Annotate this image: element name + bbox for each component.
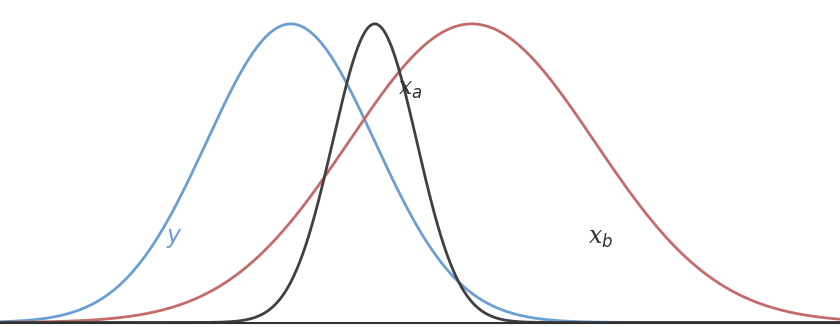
Text: $\mathregular{x}_b$: $\mathregular{x}_b$ <box>588 227 613 250</box>
Text: $y$: $y$ <box>166 227 183 250</box>
Text: $\mathregular{x}_a$: $\mathregular{x}_a$ <box>398 78 423 101</box>
